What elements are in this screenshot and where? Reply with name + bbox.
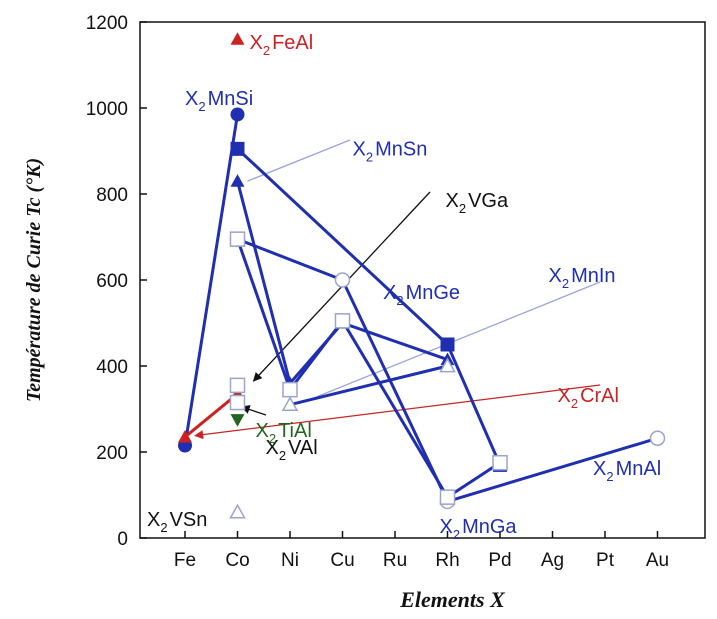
y-tick-label: 1200	[86, 13, 128, 34]
data-point	[229, 231, 246, 247]
data-point	[334, 313, 351, 329]
y-tick-label: 600	[96, 271, 128, 292]
label-mnsi: X2 MnSi	[185, 88, 253, 114]
y-axis-label: Température de Curie Tc (°K)	[23, 158, 45, 402]
data-point	[282, 381, 298, 398]
label-compound: CrAl	[580, 385, 619, 407]
label-base: X	[353, 138, 366, 160]
label-tial: X2 TiAl	[256, 420, 312, 446]
data-point	[229, 377, 246, 394]
label-vga: X2 VGa	[446, 190, 509, 216]
label-subscript: 2	[366, 149, 373, 164]
y-tick-label: 800	[96, 185, 128, 206]
label-subscript: 2	[279, 448, 286, 463]
label-subscript: 2	[562, 276, 569, 291]
label-subscript: 2	[198, 99, 205, 114]
label-base: X	[440, 516, 453, 538]
data-point	[230, 107, 245, 122]
label-base: X	[446, 190, 459, 212]
series-markers	[178, 32, 666, 519]
label-mnin: X2 MnIn	[549, 265, 616, 291]
data-point	[230, 414, 245, 427]
label-compound: MnGe	[406, 282, 460, 304]
label-compound: MnIn	[571, 265, 615, 287]
label-compound: TiAl	[278, 420, 312, 442]
data-point	[439, 357, 456, 373]
data-point	[178, 429, 192, 443]
label-compound: VSn	[170, 509, 208, 531]
data-point	[492, 455, 508, 471]
y-tick-label: 1000	[86, 99, 128, 120]
y-tick-label: 400	[96, 357, 128, 378]
label-compound: VGa	[468, 190, 509, 212]
data-point	[440, 337, 455, 352]
leader-line	[247, 139, 351, 182]
label-compound: VAl	[288, 437, 318, 459]
label-compound: MnGa	[462, 516, 517, 538]
y-tick-label: 0	[117, 529, 128, 550]
label-mnga: X2 MnGa	[440, 516, 518, 542]
data-point	[281, 396, 299, 412]
x-tick-label: Co	[225, 550, 249, 571]
label-base: X	[558, 385, 571, 407]
data-point	[334, 272, 351, 288]
series-line	[184, 392, 239, 439]
label-feal: X2 FeAl	[250, 32, 314, 58]
label-mnal: X2 MnAl	[593, 458, 661, 484]
label-base: X	[549, 265, 562, 287]
x-axis-label: Elements X	[399, 587, 506, 612]
label-subscript: 2	[606, 469, 613, 484]
axes: 0 200 400 600 800 1000 1200 Fe Co Ni Cu Ru Rh Pd Ag Pt A…	[86, 13, 669, 571]
label-compound: MnSi	[208, 88, 254, 110]
label-compound: MnAl	[616, 458, 662, 480]
label-base: X	[593, 458, 606, 480]
x-tick-label: Ru	[383, 550, 407, 571]
label-compound: FeAl	[272, 32, 313, 54]
data-point	[230, 174, 245, 187]
x-tick-label: Pt	[596, 550, 615, 571]
label-base: X	[185, 88, 198, 110]
data-point	[230, 32, 245, 45]
y-tick-label: 200	[96, 443, 128, 464]
leader-line	[240, 405, 267, 416]
label-base: X	[250, 32, 263, 54]
series-line	[236, 237, 658, 503]
label-mnge: X2 MnGe	[383, 282, 460, 308]
label-cral: X2 CrAl	[558, 385, 619, 411]
x-tick-label: Ni	[281, 550, 299, 571]
label-val: X2 VAl	[266, 437, 318, 463]
label-subscript: 2	[396, 293, 403, 308]
label-base: X	[383, 282, 396, 304]
label-base: X	[266, 437, 279, 459]
label-subscript: 2	[453, 527, 460, 542]
data-point	[229, 503, 246, 519]
series-line	[236, 147, 502, 466]
label-mnsn: X2 MnSn	[353, 138, 428, 164]
label-compound: MnSn	[375, 138, 427, 160]
series-line	[183, 114, 239, 446]
label-subscript: 2	[571, 396, 578, 411]
x-tick-label: Au	[646, 550, 669, 571]
label-subscript: 2	[263, 43, 270, 58]
x-tick-label: Pd	[488, 550, 511, 571]
label-subscript: 2	[160, 520, 167, 535]
x-tick-label: Fe	[174, 550, 196, 571]
label-subscript: 2	[269, 431, 276, 446]
data-point	[229, 394, 246, 411]
data-point	[649, 430, 666, 446]
x-tick-label: Rh	[435, 550, 459, 571]
x-tick-label: Ag	[541, 550, 564, 571]
label-vsn: X2 VSn	[147, 509, 207, 535]
data-point	[439, 489, 456, 505]
label-base: X	[256, 420, 269, 442]
label-subscript: 2	[459, 201, 466, 216]
label-base: X	[147, 509, 160, 531]
x-tick-label: Cu	[330, 550, 354, 571]
data-point	[230, 141, 245, 156]
series-lines	[183, 114, 658, 503]
series-line	[289, 364, 448, 407]
